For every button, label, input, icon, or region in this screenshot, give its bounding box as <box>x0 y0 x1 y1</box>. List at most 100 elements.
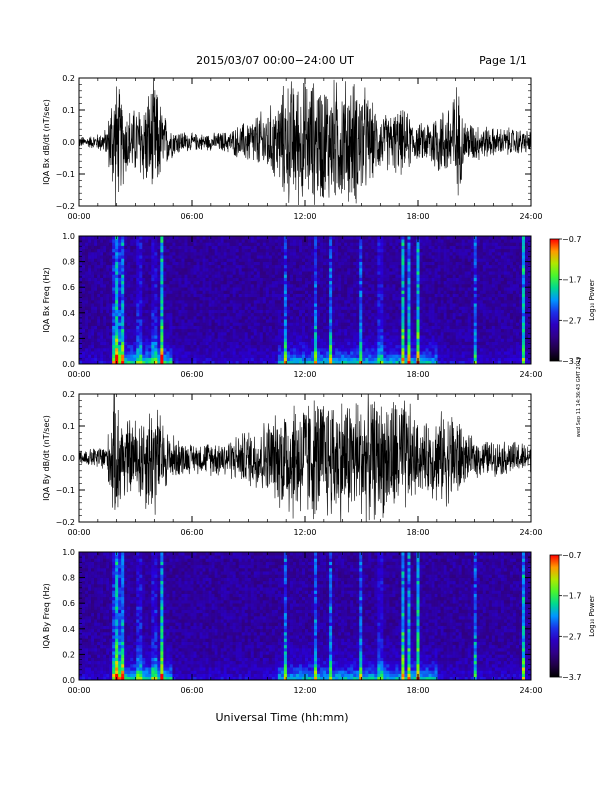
spectrogram-cell <box>127 258 131 262</box>
spectrogram-cell <box>238 354 243 358</box>
spectrogram-cell <box>392 280 396 285</box>
spectrogram-cell <box>184 357 188 362</box>
spectrogram-cell <box>247 325 252 330</box>
spectrogram-cell <box>317 328 321 333</box>
spectrogram-cell <box>154 344 158 349</box>
spectrogram-cell <box>175 306 179 310</box>
spectrogram-cell <box>226 306 230 310</box>
spectrogram-cell <box>298 248 303 253</box>
spectrogram-cell <box>193 239 197 243</box>
spectrogram-cell <box>214 332 218 336</box>
spectrogram-cell <box>205 328 209 333</box>
spectrogram-cell <box>82 290 86 294</box>
spectrogram-cell <box>187 245 191 250</box>
spectrogram-cell <box>265 248 270 253</box>
spectrogram-cell <box>344 322 348 326</box>
spectrogram-cell <box>428 252 432 256</box>
spectrogram-cell <box>154 293 158 298</box>
spectrogram-cell <box>166 300 170 304</box>
spectrogram-cell <box>151 335 155 339</box>
spectrogram-cell <box>184 271 188 275</box>
spectrogram-cell <box>208 322 212 326</box>
spectrogram-cell <box>133 280 137 285</box>
spectrogram-cell <box>172 300 176 304</box>
spectrogram-cell <box>217 322 221 326</box>
spectrogram-cell <box>268 248 273 253</box>
spectrogram-cell <box>214 316 218 320</box>
spectrogram-cell <box>317 255 321 259</box>
spectrogram-cell <box>190 252 194 256</box>
spectrogram-cell <box>365 325 369 330</box>
spectrogram-cell <box>106 287 110 291</box>
spectrogram-cell <box>295 322 300 326</box>
spectrogram-cell <box>431 325 435 330</box>
spectrogram-cell <box>169 354 173 358</box>
spectrogram-cell <box>214 354 218 358</box>
spectrogram-cell <box>238 357 243 362</box>
spectrogram-cell <box>401 252 405 256</box>
spectrogram-cell <box>184 348 188 352</box>
spectrogram-cell <box>311 360 315 365</box>
spectrogram-cell <box>425 319 429 323</box>
spectrogram-cell <box>280 293 285 298</box>
spectrogram-cell <box>359 290 363 294</box>
spectrogram-cell <box>283 348 288 352</box>
spectrogram-cell <box>151 312 155 317</box>
spectrogram-cell <box>371 277 375 282</box>
spectrogram-cell <box>359 341 363 346</box>
spectrogram-cell <box>178 287 182 291</box>
spectrogram-cell <box>142 268 146 272</box>
spectrogram-cell <box>103 344 107 349</box>
spectrogram-cell <box>214 255 218 259</box>
spectrogram-cell <box>398 316 402 320</box>
spectrogram-cell <box>374 351 378 355</box>
spectrogram-cell <box>317 344 321 349</box>
spectrogram-cell <box>410 268 414 272</box>
spectrogram-cell <box>434 309 438 314</box>
spectrogram-cell <box>329 351 333 355</box>
spectrogram-cell <box>317 248 321 253</box>
spectrogram-cell <box>214 252 218 256</box>
spectrogram-cell <box>311 344 315 349</box>
spectrogram-cell <box>404 341 408 346</box>
spectrogram-cell <box>259 312 264 317</box>
spectrogram-cell <box>202 335 206 339</box>
spectrogram-cell <box>244 287 249 291</box>
spectrogram-cell <box>121 284 125 288</box>
spectrogram-cell <box>82 236 86 240</box>
spectrogram-cell <box>82 309 86 314</box>
spectrogram-cell <box>142 293 146 298</box>
spectrogram-cell <box>350 338 354 342</box>
spectrogram-cell <box>323 290 327 294</box>
spectrogram-cell <box>301 239 306 243</box>
spectrogram-cell <box>121 245 125 250</box>
spectrogram-cell <box>292 261 297 266</box>
y-tick-label: −0.1 <box>56 170 75 179</box>
spectrogram-cell <box>440 322 444 326</box>
spectrogram-cell <box>368 338 372 342</box>
spectrogram-cell <box>256 354 261 358</box>
spectrogram-cell <box>344 309 348 314</box>
spectrogram-cell <box>181 351 185 355</box>
spectrogram-cell <box>247 332 252 336</box>
spectrogram-cell <box>323 271 327 275</box>
spectrogram-cell <box>175 242 179 246</box>
spectrogram-cell <box>196 351 200 355</box>
spectrogram-cell <box>413 296 417 301</box>
spectrogram-cell <box>82 312 86 317</box>
spectrogram-cell <box>175 277 179 282</box>
spectrogram-cell <box>130 277 134 282</box>
spectrogram-cell <box>350 348 354 352</box>
spectrogram-cell <box>256 287 261 291</box>
spectrogram-cell <box>410 322 414 326</box>
spectrogram-cell <box>247 335 252 339</box>
spectrogram-cell <box>166 268 170 272</box>
spectrogram-cell <box>88 287 92 291</box>
spectrogram-cell <box>326 341 330 346</box>
spectrogram-cell <box>112 332 116 336</box>
spectrogram-cell <box>268 306 273 310</box>
spectrogram-cell <box>329 338 333 342</box>
spectrogram-cell <box>178 252 182 256</box>
spectrogram-cell <box>410 319 414 323</box>
spectrogram-cell <box>377 280 381 285</box>
